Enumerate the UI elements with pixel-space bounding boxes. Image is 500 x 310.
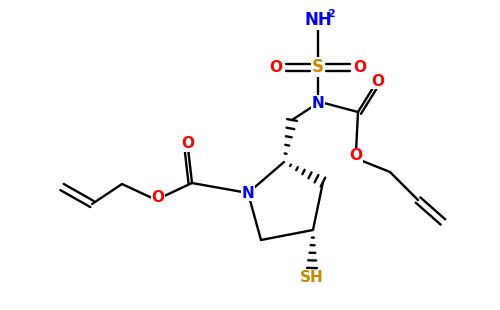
Text: O: O	[182, 136, 194, 152]
Text: O: O	[152, 191, 164, 206]
Text: O: O	[270, 60, 282, 74]
Text: NH: NH	[304, 11, 332, 29]
Text: O: O	[350, 148, 362, 163]
Text: N: N	[242, 185, 254, 201]
Text: O: O	[354, 60, 366, 74]
Text: 2: 2	[327, 9, 335, 19]
Text: SH: SH	[300, 271, 324, 286]
Text: O: O	[372, 73, 384, 88]
Text: N: N	[312, 95, 324, 110]
Text: S: S	[312, 58, 324, 76]
